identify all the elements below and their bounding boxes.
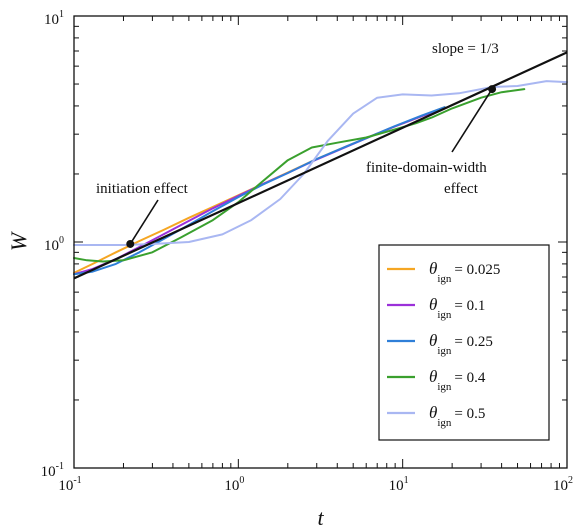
legend: θign= 0.025 θign= 0.1 θign= 0.25 θign= 0.4 θ… bbox=[378, 244, 550, 441]
finite-domain-leader-line bbox=[451, 88, 493, 153]
x-tick-label: 102 bbox=[553, 475, 573, 494]
y-axis-label: W bbox=[6, 231, 31, 251]
initiation-leader-line bbox=[129, 199, 159, 245]
tick-marks bbox=[73, 16, 567, 469]
series-line-4 bbox=[73, 88, 526, 263]
legend-entry-3: θign= 0.25 bbox=[429, 331, 493, 357]
x-tick-label: 101 bbox=[389, 475, 409, 494]
slope-label: slope = 1/3 bbox=[432, 41, 499, 57]
initiation-effect-label: initiation effect bbox=[96, 181, 189, 197]
fit-line-layer: slope = 1/3 bbox=[73, 41, 568, 280]
legend-entry-5: θign= 0.5 bbox=[429, 403, 485, 429]
finite-domain-marker bbox=[488, 85, 497, 94]
y-tick-label: 101 bbox=[44, 9, 64, 28]
legend-entry-2: θign= 0.1 bbox=[429, 295, 485, 321]
plot-frame bbox=[73, 15, 568, 469]
legend-box bbox=[378, 244, 550, 441]
series-line-5 bbox=[73, 80, 568, 246]
initiation-marker bbox=[126, 239, 135, 248]
x-axis-label: t bbox=[317, 505, 324, 530]
finite-domain-label-line2: effect bbox=[444, 181, 479, 197]
tick-labels: 10-1 100 101 102 10-1 100 101 bbox=[41, 9, 573, 494]
y-tick-label: 100 bbox=[44, 235, 64, 254]
finite-domain-label: finite-domain-width bbox=[366, 160, 487, 176]
x-tick-label: 100 bbox=[224, 475, 244, 494]
slope-fit-line bbox=[73, 51, 568, 280]
y-tick-label: 10-1 bbox=[41, 461, 64, 480]
x-tick-label: 10-1 bbox=[58, 475, 81, 494]
annotation-layer: initiation effect finite-domain-width effe… bbox=[96, 85, 497, 248]
legend-entry-1: θign= 0.025 bbox=[429, 259, 500, 285]
legend-entry-4: θign= 0.4 bbox=[429, 367, 486, 393]
